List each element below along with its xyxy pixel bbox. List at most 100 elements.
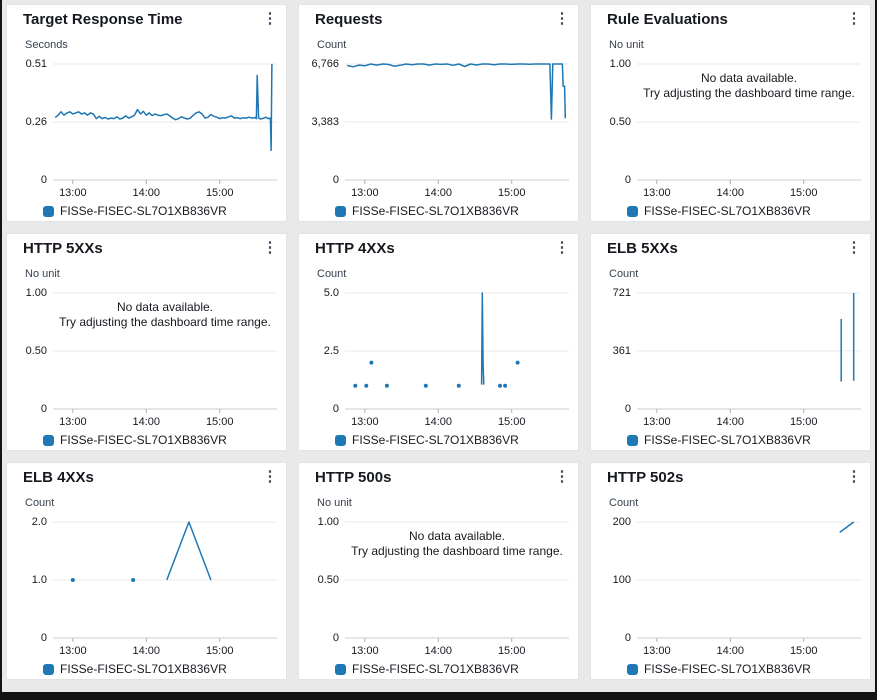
legend-series-label: FISSe-FISEC-SL7O1XB836VR [60, 204, 227, 218]
kebab-menu-button[interactable]: ⋮ [842, 236, 866, 260]
y-axis-tick-label: 721 [612, 287, 631, 299]
x-axis-tick-label: 13:00 [351, 416, 379, 428]
y-axis-tick-label: 1.0 [31, 574, 47, 586]
y-axis-tick-label: 0 [332, 403, 339, 415]
chart-plot[interactable] [53, 519, 277, 645]
series-data-point [131, 578, 136, 582]
series-data-point [369, 360, 374, 365]
series-line [166, 521, 212, 581]
legend-item[interactable]: FISSe-FISEC-SL7O1XB836VR [335, 433, 519, 447]
y-axis-tick-label: 0.50 [317, 574, 339, 586]
widget-http-500s: HTTP 500s ⋮ No unit No data available. T… [298, 462, 579, 680]
unit-label: Seconds [25, 39, 68, 51]
x-axis-tick-label: 14:00 [132, 187, 161, 199]
x-axis-tick-label: 14:00 [132, 416, 161, 428]
widget-title: Rule Evaluations [607, 11, 728, 28]
kebab-menu-icon: ⋮ [262, 239, 278, 256]
x-axis-tick-label: 14:00 [424, 645, 453, 657]
no-data-message: No data available. Try adjusting the das… [53, 300, 277, 330]
x-axis-tick-label: 13:00 [59, 416, 87, 428]
no-data-message-line-2: Try adjusting the dashboard time range. [643, 86, 855, 100]
y-axis-tick-label: 0.50 [609, 116, 631, 128]
x-axis-tick-label: 13:00 [351, 645, 379, 657]
series-line [54, 63, 273, 152]
unit-label: No unit [317, 497, 352, 509]
legend-series-label: FISSe-FISEC-SL7O1XB836VR [644, 204, 811, 218]
chart-plot[interactable] [345, 61, 569, 187]
legend-item[interactable]: FISSe-FISEC-SL7O1XB836VR [335, 204, 519, 218]
y-axis-tick-label: 0.50 [25, 345, 47, 357]
chart-plot[interactable] [637, 519, 861, 645]
x-axis-tick-label: 15:00 [497, 645, 526, 657]
series-data-point [498, 383, 502, 388]
y-axis-tick-label: 0 [332, 632, 339, 644]
x-axis-tick-label: 14:00 [424, 187, 453, 199]
chart-plot[interactable] [345, 519, 569, 645]
legend-series-marker [43, 205, 54, 217]
legend-item[interactable]: FISSe-FISEC-SL7O1XB836VR [627, 662, 811, 676]
chart-plot[interactable] [53, 61, 277, 187]
legend-item[interactable]: FISSe-FISEC-SL7O1XB836VR [627, 433, 811, 447]
chart-plot[interactable] [345, 290, 569, 416]
kebab-menu-icon: ⋮ [262, 10, 278, 27]
widget-http-502s: HTTP 502s ⋮ Count No data available. Try… [590, 462, 871, 680]
kebab-menu-icon: ⋮ [846, 10, 862, 27]
no-data-message-line-1: No data available. [700, 71, 798, 85]
dashboard-grid: Target Response Time ⋮ Seconds No data a… [2, 0, 875, 684]
series-data-point [515, 360, 520, 365]
y-axis-tick-label: 100 [612, 574, 631, 586]
legend-item[interactable]: FISSe-FISEC-SL7O1XB836VR [335, 662, 519, 676]
no-data-message-line-1: No data available. [116, 300, 214, 314]
chart-plot[interactable] [637, 290, 861, 416]
legend-series-label: FISSe-FISEC-SL7O1XB836VR [644, 662, 811, 676]
chart-plot[interactable] [53, 290, 277, 416]
y-axis-tick-label: 2.0 [31, 516, 47, 528]
y-axis-tick-label: 1.00 [609, 58, 631, 70]
widget-title: Target Response Time [23, 11, 183, 28]
unit-label: No unit [609, 39, 644, 51]
legend-item[interactable]: FISSe-FISEC-SL7O1XB836VR [43, 433, 227, 447]
widget-elb-4xxs: ELB 4XXs ⋮ Count No data available. Try … [6, 462, 287, 680]
series-data-point [364, 383, 369, 388]
x-axis-tick-label: 14:00 [716, 187, 745, 199]
kebab-menu-button[interactable]: ⋮ [842, 7, 866, 31]
kebab-menu-button[interactable]: ⋮ [258, 236, 282, 260]
x-axis-tick-label: 15:00 [497, 416, 526, 428]
kebab-menu-button[interactable]: ⋮ [258, 7, 282, 31]
no-data-message-line-2: Try adjusting the dashboard time range. [59, 315, 271, 329]
kebab-menu-button[interactable]: ⋮ [258, 465, 282, 489]
series-data-point [503, 383, 508, 388]
series-data-point [384, 383, 389, 388]
series-data-point [456, 383, 461, 388]
x-axis-tick-label: 15:00 [789, 187, 818, 199]
x-axis-tick-label: 13:00 [351, 187, 379, 199]
legend-item[interactable]: FISSe-FISEC-SL7O1XB836VR [627, 204, 811, 218]
x-axis-tick-label: 15:00 [205, 187, 234, 199]
widget-http-5xxs: HTTP 5XXs ⋮ No unit No data available. T… [6, 233, 287, 451]
series-line [839, 521, 855, 534]
legend-series-marker [43, 434, 54, 446]
x-axis-tick-label: 15:00 [497, 187, 526, 199]
kebab-menu-button[interactable]: ⋮ [550, 465, 574, 489]
y-axis-tick-label: 0 [40, 403, 47, 415]
no-data-message: No data available. Try adjusting the das… [345, 529, 569, 559]
legend-item[interactable]: FISSe-FISEC-SL7O1XB836VR [43, 662, 227, 676]
legend-series-marker [43, 663, 54, 675]
widget-elb-5xxs: ELB 5XXs ⋮ Count No data available. Try … [590, 233, 871, 451]
chart-plot[interactable] [637, 61, 861, 187]
legend-item[interactable]: FISSe-FISEC-SL7O1XB836VR [43, 204, 227, 218]
widget-title: HTTP 502s [607, 469, 684, 486]
kebab-menu-button[interactable]: ⋮ [550, 7, 574, 31]
no-data-message: No data available. Try adjusting the das… [637, 71, 861, 101]
x-axis-tick-label: 13:00 [643, 187, 671, 199]
widget-title: HTTP 5XXs [23, 240, 103, 257]
legend-series-label: FISSe-FISEC-SL7O1XB836VR [60, 662, 227, 676]
x-axis-tick-label: 13:00 [59, 645, 87, 657]
x-axis-tick-label: 15:00 [789, 416, 818, 428]
widget-title: HTTP 500s [315, 469, 392, 486]
legend-series-marker [335, 663, 346, 675]
kebab-menu-button[interactable]: ⋮ [550, 236, 574, 260]
y-axis-tick-label: 0.26 [25, 116, 47, 128]
kebab-menu-button[interactable]: ⋮ [842, 465, 866, 489]
